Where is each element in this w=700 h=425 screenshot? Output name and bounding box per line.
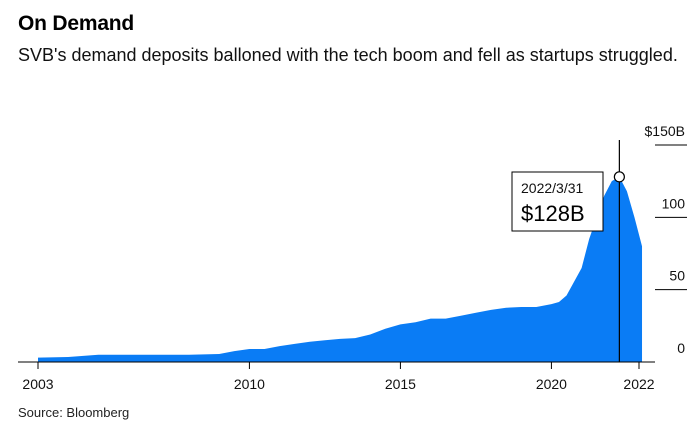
plot-area xyxy=(18,176,655,363)
x-tick-label: 2015 xyxy=(385,376,416,392)
source-note: Source: Bloomberg xyxy=(18,405,130,420)
y-tick-label: 50 xyxy=(669,268,685,284)
y-tick-label: 100 xyxy=(662,195,686,211)
x-tick-label: 2022 xyxy=(623,376,654,392)
x-tick-label: 2010 xyxy=(234,376,265,392)
y-tick-label: 0 xyxy=(677,340,685,356)
x-tick-label: 2003 xyxy=(22,376,53,392)
y-gridlines xyxy=(655,144,687,291)
chart-title: On Demand xyxy=(18,12,135,35)
callout-value: $128B xyxy=(521,201,585,226)
callout-box xyxy=(511,171,604,232)
peak-callout: 2022/3/31 $128B xyxy=(511,140,625,362)
peak-marker xyxy=(613,171,625,183)
deposits-area xyxy=(38,176,643,362)
x-tick-label: 2020 xyxy=(536,376,567,392)
x-axis: 2003 2010 2015 2020 2022 xyxy=(22,362,655,392)
y-tick-label: $150B xyxy=(645,123,685,139)
chart-subtitle: SVB's demand deposits balloned with the … xyxy=(18,45,678,65)
y-axis: $150B 100 50 0 xyxy=(645,123,686,356)
callout-date: 2022/3/31 xyxy=(521,180,583,196)
